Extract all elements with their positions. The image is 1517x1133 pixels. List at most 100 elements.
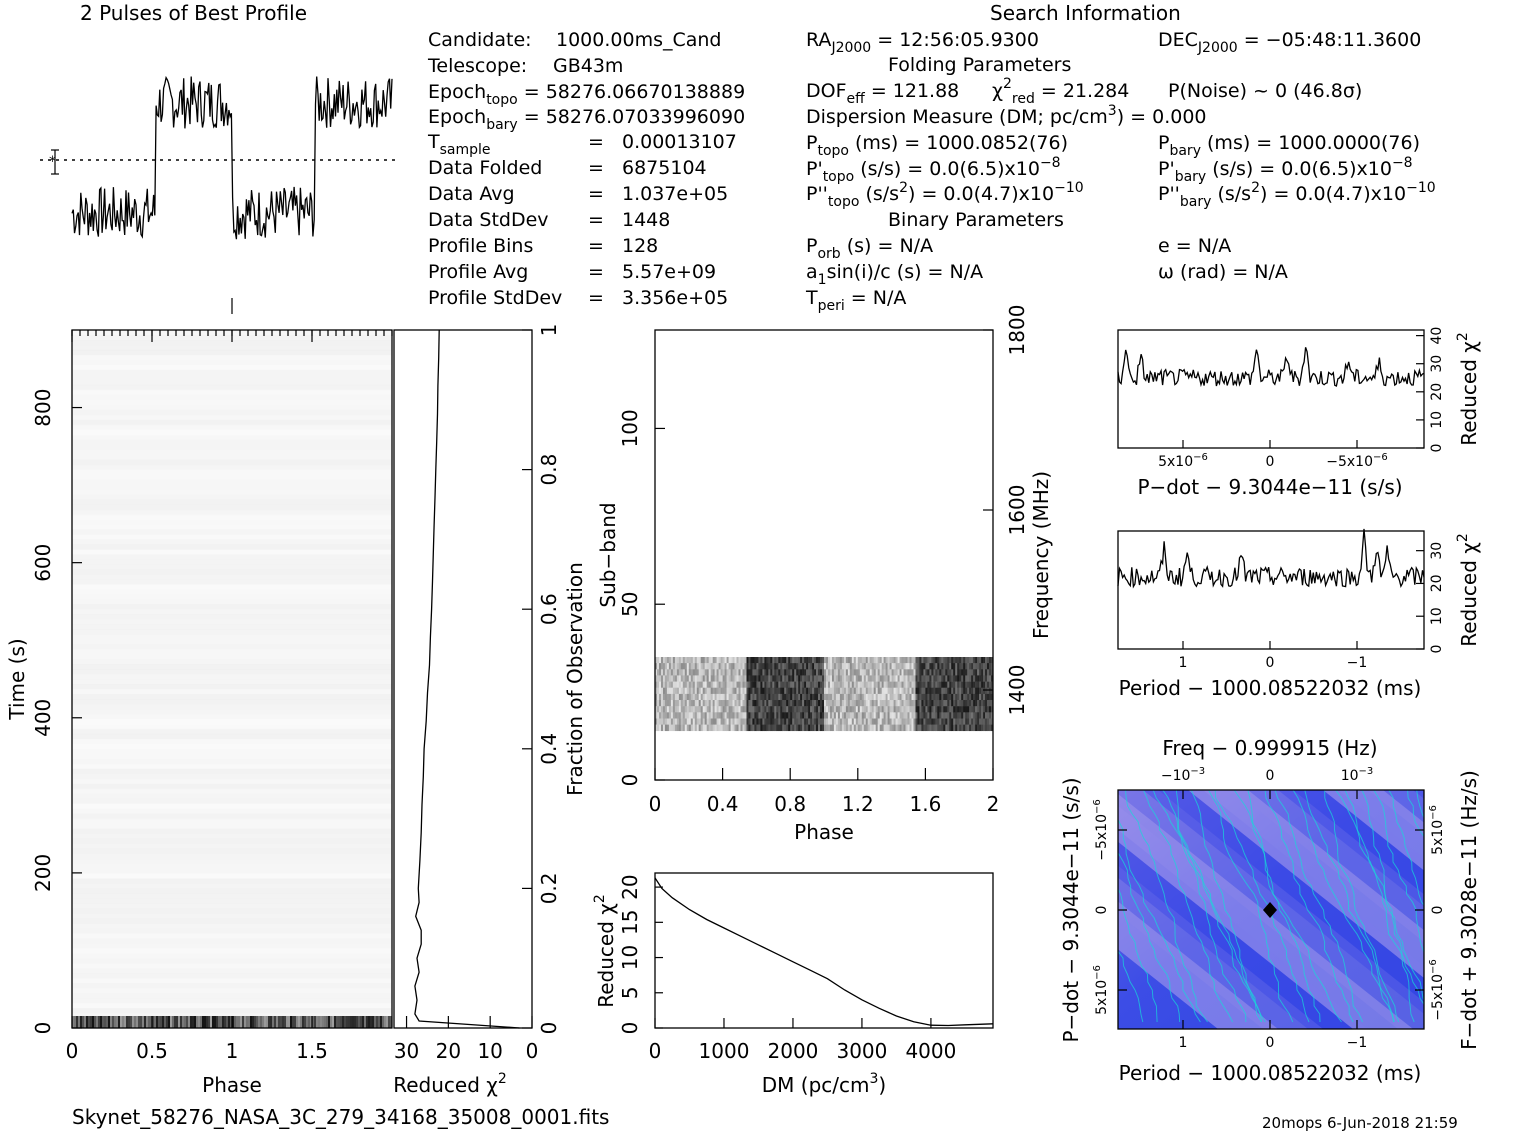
data-avg-eq: =	[588, 183, 604, 205]
subband-cell	[778, 663, 781, 670]
subband-cell	[953, 718, 956, 725]
subband-cell	[943, 663, 946, 670]
subband-cell	[722, 663, 725, 670]
subband-cell	[891, 693, 894, 701]
subband-cell	[849, 700, 853, 707]
subband-cell	[704, 700, 707, 707]
subband-cell	[913, 687, 916, 695]
subband-cell	[841, 687, 845, 695]
side-ytick-label: 10	[1429, 411, 1445, 429]
time-phase-first-row	[86, 1016, 88, 1028]
subband-cell	[764, 712, 767, 719]
subband-cell	[778, 724, 781, 732]
subband-cell	[987, 657, 990, 664]
subband-cell	[798, 687, 801, 695]
subband-cell	[690, 718, 694, 725]
dm-ytick-label: 5	[618, 986, 642, 999]
subband-cell	[794, 706, 797, 713]
pdot-chi2-frame	[1117, 329, 1425, 449]
time-phase-first-row	[122, 1016, 124, 1028]
subband-cell	[867, 706, 870, 713]
pp-contour	[1303, 790, 1395, 1023]
subband-cell	[837, 675, 841, 682]
subband-cell	[808, 706, 811, 713]
subband-cell	[847, 687, 851, 695]
subband-cell	[826, 657, 829, 664]
subband-cell	[849, 675, 853, 682]
subband-cell	[945, 681, 948, 689]
subband-cell	[915, 675, 918, 682]
subband-cell	[957, 700, 960, 707]
pp-contour	[1340, 790, 1424, 1006]
period-pdot-plot: Freq − 0.999915 (Hz) 1 0 −1−10−3 0 10−3−5x10…	[1059, 736, 1481, 1085]
subband-cell	[935, 712, 938, 719]
subband-cell	[828, 675, 831, 682]
subband-cell	[919, 663, 922, 670]
subband-cell	[804, 675, 807, 682]
subband-cell	[963, 724, 966, 732]
subband-cell	[832, 687, 835, 695]
subband-cell	[857, 687, 861, 695]
subband-cell	[766, 718, 769, 725]
subband-cell	[965, 681, 968, 689]
subband-cell	[822, 724, 825, 732]
subband-cell	[772, 693, 775, 701]
subband-cell	[853, 681, 857, 689]
time-phase-first-row	[366, 1016, 368, 1028]
time-chi2-trace	[414, 329, 520, 1029]
subband-cell	[680, 657, 684, 664]
subband-cell	[905, 663, 908, 670]
subband-cell	[929, 669, 932, 676]
subband-cell	[730, 706, 733, 713]
time-phase-row	[72, 953, 392, 959]
subband-cell	[837, 657, 841, 664]
subband-cell	[766, 700, 769, 707]
subband-cell	[806, 706, 809, 713]
subband-cell	[802, 700, 805, 707]
subband-cell	[742, 669, 745, 676]
subband-cell	[933, 700, 936, 707]
subband-cell	[674, 712, 678, 719]
subband-cell	[766, 663, 769, 670]
subband-cell	[937, 712, 940, 719]
subband-cell	[985, 693, 988, 701]
subband-cell	[752, 693, 755, 701]
subband-cell	[963, 687, 966, 695]
subband-cell	[752, 700, 755, 707]
subband-cell	[885, 712, 888, 719]
subband-cell	[865, 663, 869, 670]
subband-cell	[931, 681, 934, 689]
subband-cell	[913, 663, 916, 670]
subband-cell	[847, 693, 851, 701]
subband-cell	[692, 675, 696, 682]
subband-cell	[716, 681, 719, 689]
tc-xtick-label: 20	[436, 1039, 461, 1063]
a1-sini: a1sin(i)/c (s) = N/A	[806, 261, 983, 288]
time-phase-row	[72, 983, 392, 989]
subband-cell	[798, 657, 801, 664]
time-phase-first-row	[296, 1016, 298, 1028]
subband-cell	[859, 663, 863, 670]
subband-cell	[722, 681, 725, 689]
subband-cell	[925, 657, 928, 664]
subband-cell	[708, 693, 711, 701]
subband-cell	[782, 681, 785, 689]
subband-cell	[953, 657, 956, 664]
subband-cell	[720, 712, 723, 719]
subband-cell	[967, 706, 970, 713]
time-phase-row	[72, 694, 392, 700]
subband-cell	[855, 700, 859, 707]
subband-cell	[790, 693, 793, 701]
subband-cell	[847, 657, 851, 664]
subband-cell	[959, 669, 962, 676]
subband-cell	[659, 724, 662, 732]
subband-cell	[887, 706, 890, 713]
subband-cell	[919, 700, 922, 707]
subband-cell	[676, 669, 680, 676]
time-phase-row	[72, 574, 392, 580]
time-phase-first-row	[318, 1016, 320, 1028]
subband-cell	[736, 657, 739, 664]
time-phase-row	[72, 384, 392, 391]
subband-cell	[756, 718, 759, 725]
subband-cell	[923, 712, 926, 719]
